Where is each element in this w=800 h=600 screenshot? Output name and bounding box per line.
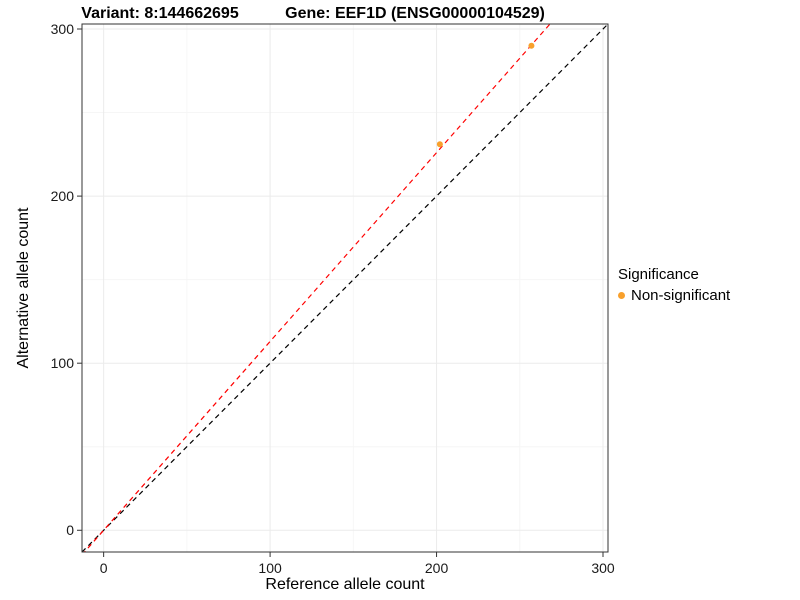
variant-title: Variant: 8:144662695 xyxy=(81,5,239,22)
panel-border xyxy=(81,23,609,553)
legend-title: Significance xyxy=(618,266,699,283)
x-tick-label: 0 xyxy=(99,560,108,576)
x-tick-label: 300 xyxy=(591,560,615,576)
x-axis-label: Reference allele count xyxy=(265,576,425,593)
fit-line xyxy=(83,24,551,552)
y-tick-label: 300 xyxy=(50,21,74,37)
legend: Significance Non-significant xyxy=(618,266,730,304)
y-tick-label: 0 xyxy=(66,522,74,539)
gene-title: Gene: EEF1D (ENSG00000104529) xyxy=(285,5,545,22)
data-point xyxy=(528,42,535,49)
legend-item-label: Non-significant xyxy=(631,287,731,304)
x-tick-label: 200 xyxy=(424,560,449,576)
y-axis-label: Alternative allele count xyxy=(15,207,32,369)
x-tick-label: 100 xyxy=(258,560,282,576)
legend-point-icon xyxy=(618,292,625,299)
y-tick-label: 100 xyxy=(50,355,74,372)
data-point xyxy=(436,141,443,148)
y-tick-label: 200 xyxy=(50,188,74,205)
legend-item: Non-significant xyxy=(618,287,730,304)
identity-line xyxy=(82,24,608,552)
